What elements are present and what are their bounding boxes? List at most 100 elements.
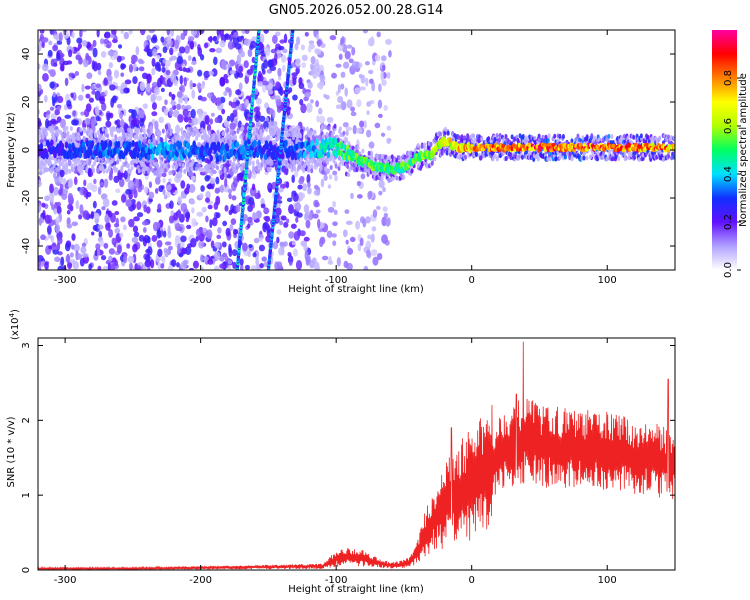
spectrogram-cell [208,163,212,169]
spectrogram-cell [96,130,100,136]
spectrogram-cell [234,229,239,235]
spectrogram-cell [168,178,172,183]
spectrogram-cell [164,123,169,130]
spectrogram-cell [76,37,83,44]
spectrogram-cell [103,242,109,249]
spectrogram-cell [184,94,188,105]
spectrogram-cell [106,158,110,164]
spectrogram-cell [345,239,349,245]
spectrogram-cell [248,160,252,166]
spectrogram-cell [108,248,115,255]
spectrogram-cell [209,48,216,53]
spectrogram-cell [170,183,176,194]
spectrogram-cell [167,264,174,270]
spectrogram-cell [326,116,334,124]
spectrogram-cell [135,158,139,164]
spectrogram-cell [111,237,117,246]
spectrogram-cell [85,52,90,61]
spectrogram-cell [207,232,212,237]
spectrogram-cell [77,159,81,165]
spectrogram-cell [113,126,117,132]
spectrogram-cell [201,206,207,213]
spectrogram-cell [174,222,181,232]
spectrogram-cell [40,234,46,241]
spectrogram-cell [248,196,255,206]
spectrogram-cell [217,133,221,139]
spectrogram-cell [38,83,42,92]
spectrogram-cell [38,264,42,270]
spectrogram-cell [122,224,127,231]
spectrogram-cell [183,116,189,123]
spectrogram-cell [260,132,264,138]
spectrogram-cell [293,131,297,137]
spectrogram-cell [402,174,406,180]
spectrogram-cell [56,205,62,215]
spectrogram-cell [144,259,152,268]
spectrogram-cell [154,176,161,185]
spectrogram-cell [553,133,557,139]
spectrogram-cell [175,124,181,135]
spectrogram-cell [224,205,229,212]
spectrogram-cell [225,227,231,237]
spectrogram-cell [248,244,253,249]
spectrogram-cell [230,101,237,109]
spectrogram-cell [81,253,89,258]
spectrogram-cell [81,30,87,33]
spectrogram-cell [372,209,378,218]
spectrogram-cell [288,138,292,144]
spectrogram-cell [299,156,303,162]
spectrogram-cell [244,30,250,34]
spectrogram-cell [239,166,243,172]
spectrogram-cell [315,209,321,214]
spectrogram-cell [41,202,46,208]
spectrogram-cell [138,66,145,72]
spectrogram-cell [42,140,46,146]
spectrogram-cell [54,109,60,116]
spectrogram-cell [270,48,277,54]
spectrogram-cell [154,120,159,131]
spectrogram-cell [524,135,528,141]
spectrogram-cell [171,93,176,101]
spectrogram-cell [177,114,184,123]
spectrogram-cell [143,132,147,138]
spectrogram-cell [172,212,179,221]
spectrogram-cell [259,262,264,269]
spectrogram-cell [338,126,342,132]
spectrogram-cell [151,111,158,117]
spectrogram-cell [357,242,362,252]
spectrogram-cell [632,134,636,140]
spectrogram-cell [356,194,363,199]
spectrogram-cell [145,254,151,262]
spectrogram-cell [39,30,45,34]
spectrogram-cell [639,133,643,139]
spectrogram-cell [99,38,105,45]
spectrogram-cell [252,252,257,258]
spectrogram-cell [215,212,221,219]
spectrogram-cell [52,98,56,107]
spectrogram-cell [236,127,240,133]
spectrogram-cell [306,174,311,184]
spectrogram-cell [215,165,219,171]
spectrogram-cell [347,172,351,178]
spectrogram-cell [219,170,223,176]
spectrogram-cell [237,162,241,168]
spectrogram-cell [142,103,148,109]
spectrogram-cell [192,260,199,269]
spectrogram-ridge-cell [150,152,155,160]
spectrogram-cell [235,89,242,96]
spectrogram-cell [148,30,155,34]
spectrogram-cell [72,110,76,117]
spectrogram-cell [296,212,303,218]
spectrogram-cell [221,131,225,137]
spectrogram-cell [150,93,156,103]
spectrogram-ridge-cell [50,139,54,147]
spectrogram-cell [102,197,110,208]
spectrogram-cell [646,134,650,140]
spectrogram-cell [108,255,113,262]
spectrogram-cell [263,59,269,69]
spectrogram-cell [115,188,121,194]
spectrogram-cell [275,203,281,208]
spectrogram-cell [371,226,377,232]
spectrogram-cell [429,141,433,147]
spectrogram-cell [185,67,191,73]
